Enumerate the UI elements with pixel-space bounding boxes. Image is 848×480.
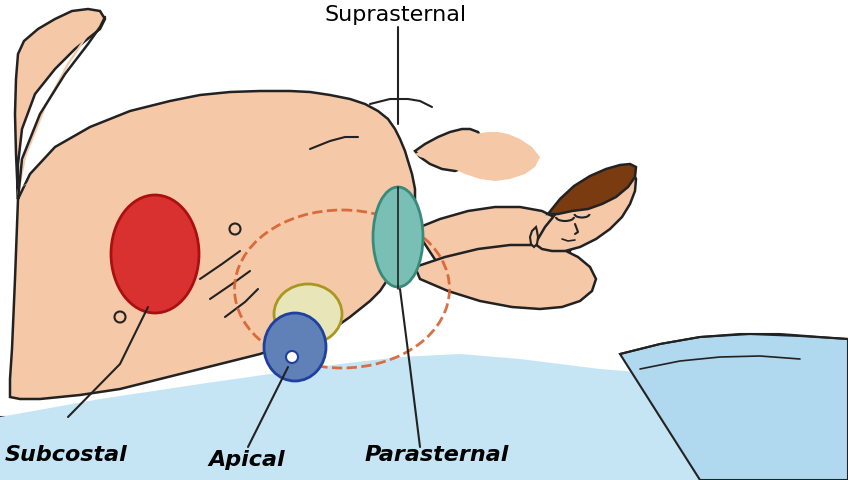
Polygon shape (415, 245, 596, 309)
Polygon shape (18, 110, 165, 190)
Text: Apical: Apical (208, 449, 285, 469)
Polygon shape (620, 334, 848, 480)
Polygon shape (415, 207, 572, 279)
Polygon shape (415, 130, 482, 172)
Ellipse shape (111, 195, 199, 313)
Polygon shape (15, 10, 105, 200)
Polygon shape (0, 354, 848, 480)
Text: Suprasternal: Suprasternal (325, 5, 467, 25)
Polygon shape (532, 169, 636, 252)
Ellipse shape (274, 285, 342, 344)
Ellipse shape (373, 188, 423, 288)
Polygon shape (530, 228, 538, 248)
Polygon shape (415, 133, 540, 181)
Text: Parasternal: Parasternal (365, 444, 510, 464)
Polygon shape (548, 165, 636, 215)
Polygon shape (10, 92, 415, 399)
Text: Subcostal: Subcostal (5, 444, 128, 464)
Ellipse shape (264, 313, 326, 381)
Circle shape (286, 351, 298, 363)
